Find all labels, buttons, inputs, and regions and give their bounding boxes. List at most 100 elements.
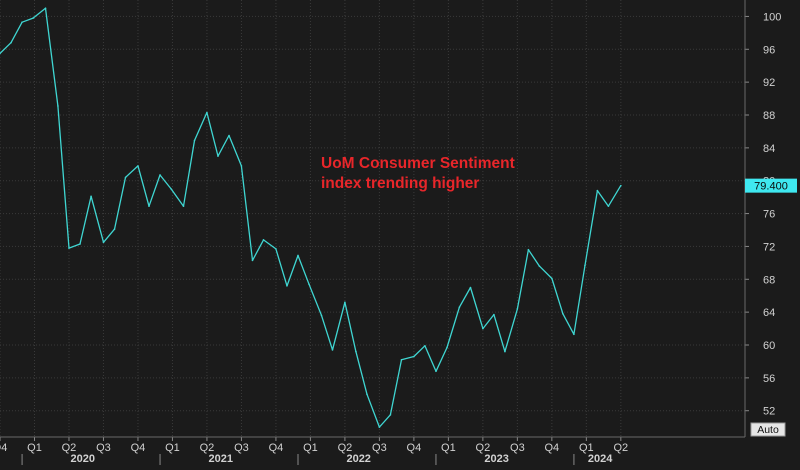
y-tick-label: 76 — [763, 209, 775, 221]
data-point — [275, 248, 277, 250]
data-point — [435, 370, 437, 373]
data-point — [124, 176, 127, 179]
quarter-tick-label: Q2 — [200, 442, 215, 454]
auto-button-box[interactable] — [750, 422, 786, 437]
bottom-axis-panel — [0, 437, 745, 465]
quarter-tick-label: Q2 — [62, 442, 77, 454]
auto-button-label[interactable]: Auto — [757, 424, 779, 436]
y-tick-label: 56 — [763, 373, 775, 385]
y-tick-label: 84 — [763, 143, 775, 155]
quarter-tick-label: Q1 — [165, 442, 180, 454]
data-point — [538, 265, 541, 267]
last-value-label: 79.400 — [754, 181, 788, 193]
data-point — [551, 277, 553, 280]
data-point — [32, 17, 34, 19]
data-point — [413, 355, 415, 358]
data-point — [573, 333, 575, 336]
data-point — [482, 327, 484, 330]
data-point — [493, 313, 495, 316]
y-tick-label: 100 — [763, 11, 781, 23]
data-point — [228, 134, 230, 137]
data-point — [251, 259, 254, 262]
quarter-tick-label: Q3 — [372, 442, 387, 454]
annotation-line-2: index trending higher — [321, 175, 480, 192]
data-point — [90, 195, 92, 198]
chart-annotation: UoM Consumer Sentiment index trending hi… — [321, 154, 515, 194]
data-point — [607, 205, 610, 207]
quarter-tick-label: Q4 — [269, 442, 284, 454]
data-point — [159, 174, 161, 176]
data-point — [44, 7, 47, 10]
data-point — [469, 286, 472, 289]
data-point — [137, 165, 139, 167]
data-point — [331, 349, 334, 351]
data-point — [400, 358, 403, 361]
data-point — [584, 264, 586, 267]
data-point — [596, 189, 599, 192]
y-tick-label: 92 — [763, 77, 775, 89]
data-point — [355, 350, 357, 353]
data-point — [102, 241, 105, 244]
data-point — [10, 41, 12, 44]
quarter-tick-label: Q3 — [510, 442, 525, 454]
data-point — [527, 248, 530, 251]
data-point — [516, 308, 519, 310]
data-point — [182, 205, 185, 207]
quarter-tick-label: Q2 — [613, 442, 628, 454]
year-tick-label: 2020 — [71, 453, 95, 465]
data-point — [68, 247, 70, 249]
data-point — [308, 283, 310, 286]
data-point — [240, 165, 243, 167]
y-tick-label: 88 — [763, 110, 775, 122]
y-tick-label: 64 — [763, 307, 775, 319]
data-point — [193, 139, 196, 142]
data-point — [320, 314, 323, 317]
last-value-badge — [745, 178, 797, 193]
series-layer — [0, 7, 622, 428]
y-axis: 525660646872768084889296100 — [744, 0, 781, 437]
quarter-tick-label: Q4 — [0, 442, 7, 454]
y-tick-label: 68 — [763, 274, 775, 286]
quarter-tick-label: Q2 — [338, 442, 353, 454]
data-point — [170, 188, 172, 190]
year-tick-label: 2024 — [588, 453, 613, 465]
quarter-tick-label: Q4 — [407, 442, 422, 454]
data-point — [57, 105, 59, 107]
data-point — [217, 155, 219, 157]
y-tick-label: 60 — [763, 340, 775, 352]
y-tick-label: 72 — [763, 241, 775, 253]
data-point — [366, 393, 368, 396]
right-axis-panel — [745, 0, 800, 437]
plot-area — [0, 0, 745, 437]
last-value-badge-group: 79.400 — [745, 178, 797, 193]
grid-layer — [0, 0, 745, 437]
data-point — [79, 243, 81, 245]
year-tick-label: 2021 — [208, 453, 232, 465]
quarter-tick-label: Q1 — [303, 442, 318, 454]
data-point — [297, 254, 299, 257]
quarter-tick-label: Q1 — [27, 442, 42, 454]
data-point — [378, 426, 381, 428]
data-point — [206, 111, 208, 114]
data-point — [389, 414, 392, 416]
quarter-tick-label: Q3 — [234, 442, 249, 454]
data-point — [446, 346, 448, 349]
quarter-tick-label: Q3 — [96, 442, 111, 454]
year-tick-label: 2023 — [484, 453, 508, 465]
quarter-tick-label: Q4 — [131, 442, 146, 454]
auto-button[interactable]: Auto — [750, 422, 786, 437]
y-tick-label: 96 — [763, 44, 775, 56]
y-tick-label: 52 — [763, 406, 775, 418]
quarter-tick-label: Q1 — [579, 442, 594, 454]
data-point — [620, 184, 622, 187]
quarter-tick-label: Q1 — [441, 442, 456, 454]
quarter-tick-label: Q2 — [476, 442, 491, 454]
data-point — [504, 350, 506, 353]
year-tick-label: 2022 — [346, 453, 370, 465]
data-point — [562, 312, 564, 315]
x-axis: Q4Q1Q2Q3Q4Q1Q2Q3Q4Q1Q2Q3Q4Q1Q2Q3Q4Q1Q220… — [0, 436, 745, 465]
data-point — [113, 228, 116, 230]
data-point — [286, 285, 288, 287]
